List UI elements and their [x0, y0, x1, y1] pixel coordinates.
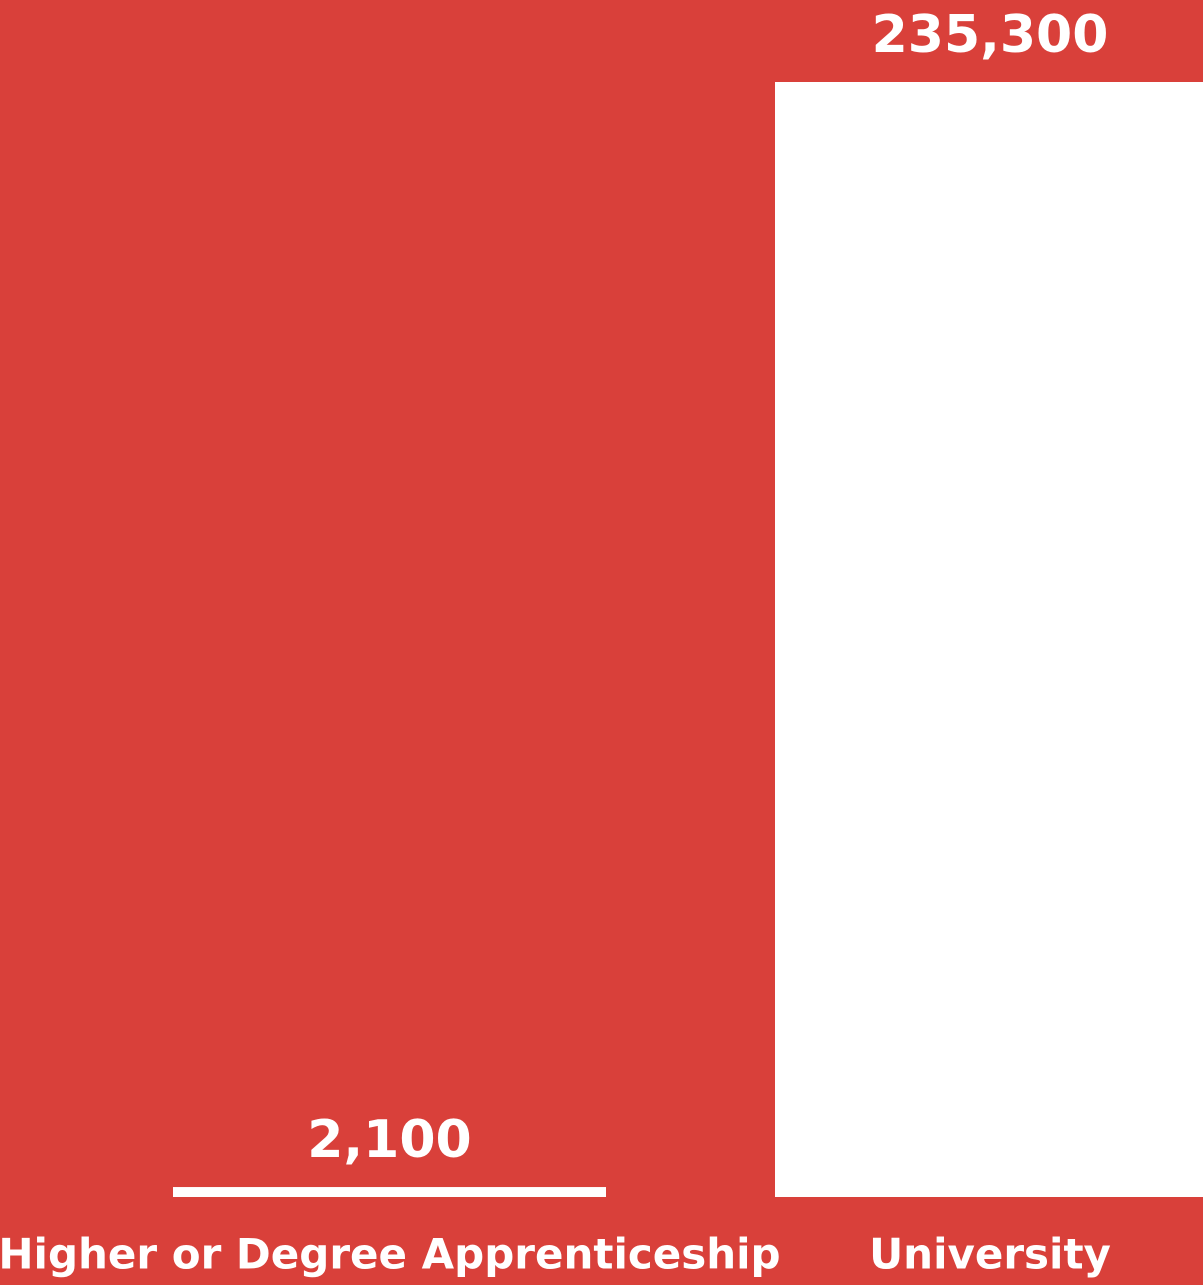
category-label: Higher or Degree Apprenticeship [0, 1230, 781, 1279]
bar [775, 82, 1203, 1197]
bar [173, 1187, 606, 1197]
value-label: 2,100 [307, 1110, 471, 1170]
category-label: University [869, 1230, 1111, 1279]
value-label: 235,300 [872, 5, 1109, 65]
